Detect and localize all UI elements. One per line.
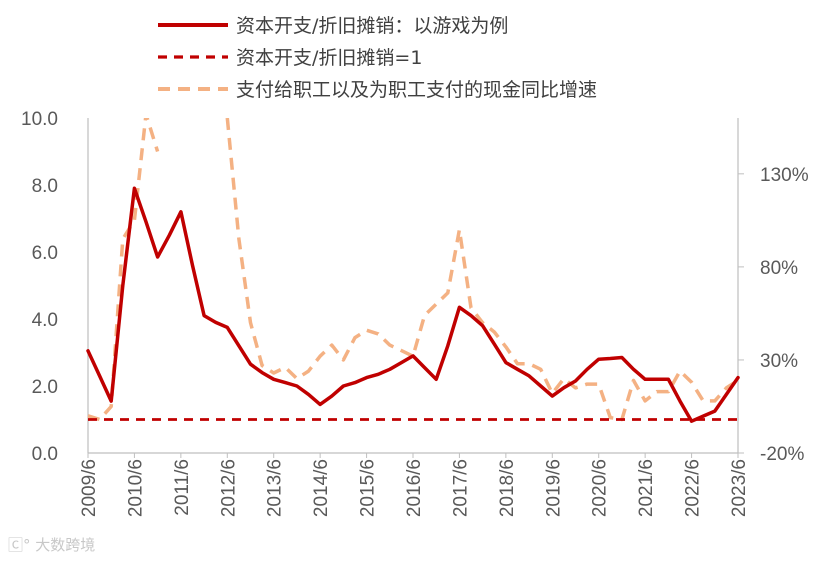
left-tick-label: 0.0 xyxy=(32,444,58,465)
left-tick-label: 6.0 xyxy=(32,243,58,264)
x-tick-label: 2023/6 xyxy=(729,459,750,517)
x-tick-label: 2011/6 xyxy=(172,459,193,516)
x-tick-label: 2009/6 xyxy=(79,459,100,517)
left-tick-label: 2.0 xyxy=(32,377,58,398)
axes: 0.0 2.0 4.0 6.0 8.0 10.0 -20% 30% 80% 130% 2009/6 2… xyxy=(21,109,809,517)
x-tick-label: 2020/6 xyxy=(590,459,611,517)
series-line-3 xyxy=(225,118,739,422)
left-tick-label: 8.0 xyxy=(32,176,58,197)
x-tick-label: 2010/6 xyxy=(125,459,146,517)
watermark: 🄲° 大数跨境 xyxy=(8,534,95,555)
x-tick-label: 2021/6 xyxy=(636,459,657,517)
left-tick-label: 10.0 xyxy=(21,109,58,130)
right-tick-label: 80% xyxy=(760,258,798,279)
right-tick-label: 30% xyxy=(760,351,798,372)
x-tick-label: 2019/6 xyxy=(543,459,564,517)
left-tick-label: 4.0 xyxy=(32,310,58,331)
legend-label-1: 资本开支/折旧摊销：以游戏为例 xyxy=(236,15,508,37)
x-tick-label: 2012/6 xyxy=(218,459,239,517)
watermark-logo-icon: 🄲° xyxy=(8,536,31,554)
right-tick-label: -20% xyxy=(760,444,804,465)
x-tick-label: 2022/6 xyxy=(683,459,704,517)
x-tick-label: 2016/6 xyxy=(404,459,425,517)
series-line-1 xyxy=(86,186,740,423)
legend-label-2: 资本开支/折旧摊销=1 xyxy=(236,47,422,69)
x-tick-label: 2013/6 xyxy=(265,459,286,517)
legend-label-3: 支付给职工以及为职工支付的现金同比增速 xyxy=(236,79,597,101)
x-tick-label: 2018/6 xyxy=(497,459,518,517)
right-tick-label: 130% xyxy=(760,165,809,186)
watermark-text: 大数跨境 xyxy=(35,536,96,554)
x-tick-label: 2017/6 xyxy=(450,459,471,517)
plot-area xyxy=(86,118,740,423)
x-tick-label: 2015/6 xyxy=(358,459,379,517)
x-tick-label: 2014/6 xyxy=(311,459,332,517)
